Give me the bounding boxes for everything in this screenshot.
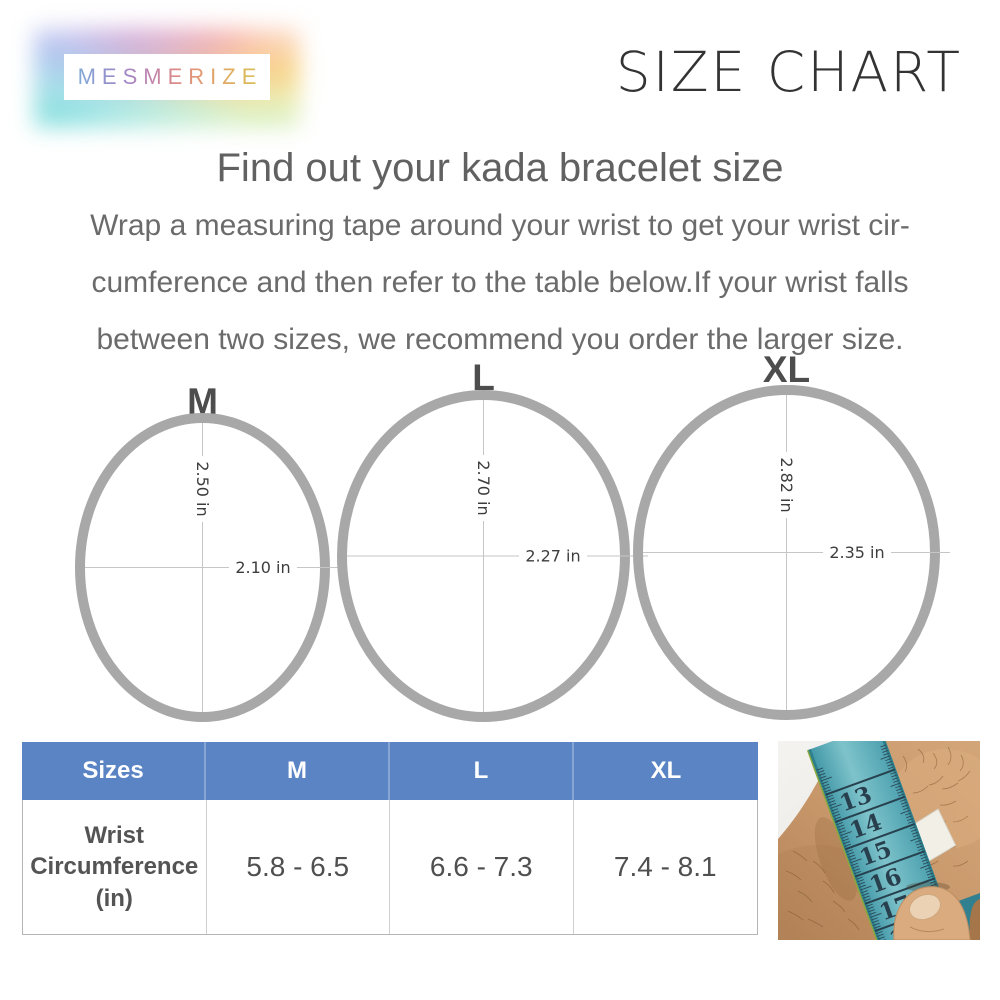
ring-m-vertical-measure: 2.50 in [193, 461, 212, 516]
ring-xl-label: XL [763, 349, 810, 390]
ring-l-label: L [472, 357, 495, 398]
value-m: 5.8 - 6.5 [207, 800, 390, 934]
ring-xl: XL 2.82 in 2.35 in [633, 349, 950, 720]
ring-m-horizontal-measure: 2.10 in [235, 558, 290, 577]
size-table: Sizes M L XL Wrist Circumference (in) 5.… [22, 742, 758, 935]
ring-l-horizontal-measure: 2.27 in [525, 547, 580, 566]
ring-l-vertical-measure: 2.70 in [474, 460, 493, 515]
ring-l: L 2.70 in 2.27 in [337, 357, 648, 722]
intro-line-1: Wrap a measuring tape around your wrist … [90, 209, 910, 242]
header-sizes: Sizes [22, 742, 206, 800]
thumb-nail [908, 893, 942, 921]
logo-box: MESMERIZE [64, 54, 270, 100]
brand-name: MESMERIZE [72, 64, 263, 90]
intro-line-2: cumference and then refer to the table b… [91, 266, 909, 299]
wrist-measuring-photo: 13 14 15 16 17 18 [778, 741, 980, 940]
value-xl: 7.4 - 8.1 [613, 851, 717, 882]
brand-logo: MESMERIZE [34, 28, 300, 128]
page-title: SIZE CHART [615, 40, 962, 104]
ring-m: M 2.50 in 2.10 in [75, 381, 345, 722]
ring-xl-vertical-measure: 2.82 in [777, 457, 796, 512]
intro-paragraph: Wrap a measuring tape around your wrist … [30, 197, 970, 368]
header-l: L [390, 742, 574, 800]
bracelet-size-diagram: M 2.50 in 2.10 in L 2.70 in 2.27 in XL [75, 349, 950, 722]
size-table-header-row: Sizes M L XL [22, 742, 758, 800]
intro-heading: Find out your kada bracelet size [216, 146, 784, 190]
intro-line-3: between two sizes, we recommend you orde… [96, 323, 904, 356]
header-m: M [206, 742, 390, 800]
size-table-body-row: Wrist Circumference (in) 5.8 - 6.5 6.6 -… [22, 800, 758, 935]
value-l: 6.6 - 7.3 [390, 800, 574, 934]
ring-xl-horizontal-measure: 2.35 in [829, 543, 884, 562]
row-label-wrist-circumference: Wrist Circumference (in) [23, 800, 207, 934]
header-xl: XL [650, 757, 682, 784]
